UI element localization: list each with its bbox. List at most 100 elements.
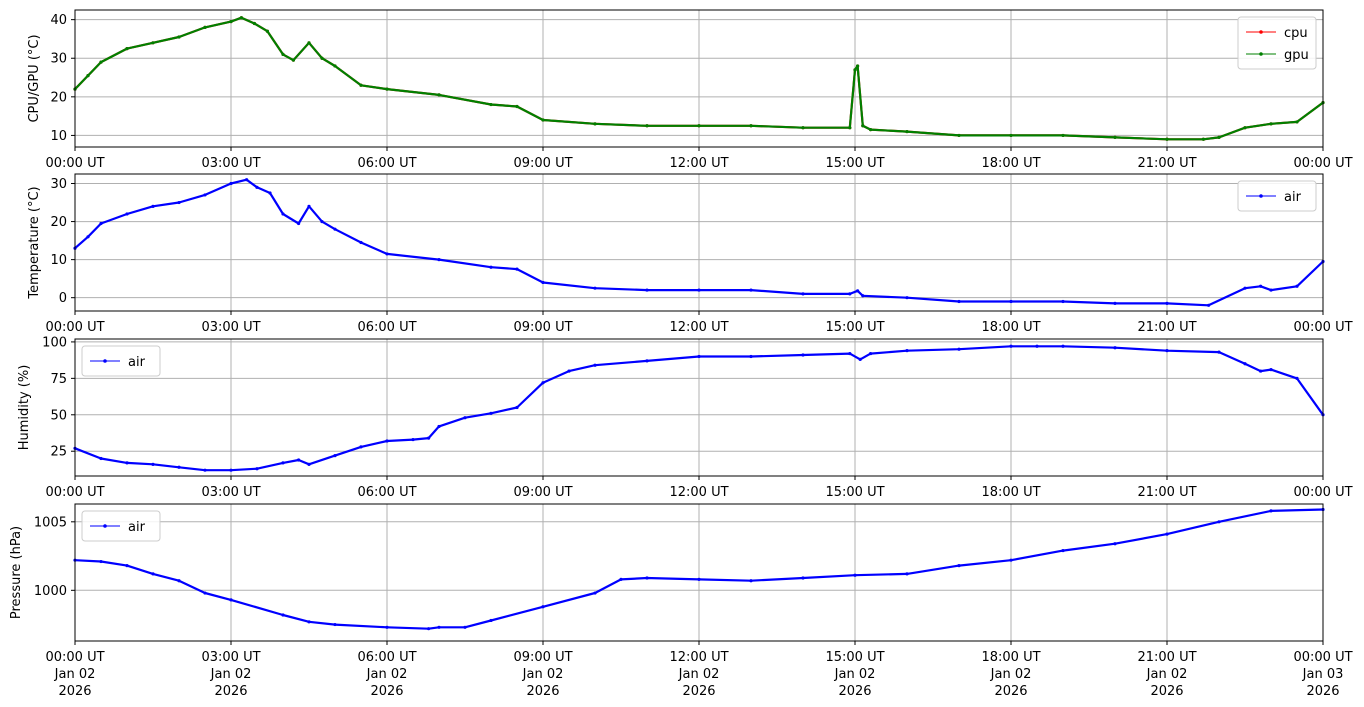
x-tick-label: 15:00 UT Jan 02 2026 <box>825 650 884 699</box>
data-point <box>1295 376 1299 380</box>
data-point <box>541 280 545 285</box>
y-tick-label: 30 <box>50 52 67 67</box>
data-point <box>1165 301 1169 305</box>
y-tick-label: 1005 <box>34 515 67 530</box>
chart-panel-1: 10 20 30 40 00:00 UT 03:00 UT 06:00 UT 09:00 UT… <box>27 9 1353 171</box>
x-tick-label: 12:00 UT <box>669 485 728 500</box>
data-point <box>1009 299 1013 304</box>
x-tick-label: 06:00 UT <box>357 485 416 500</box>
data-point <box>437 424 441 429</box>
data-point <box>255 185 259 189</box>
x-tick-label: 00:00 UT <box>1293 156 1352 171</box>
data-point <box>307 620 311 624</box>
data-point <box>307 204 311 208</box>
data-point <box>619 577 623 581</box>
x-tick-label: 06:00 UT <box>357 156 416 171</box>
data-point <box>437 625 441 629</box>
data-point <box>1061 548 1065 553</box>
data-point <box>749 354 753 359</box>
legend-marker <box>1259 194 1263 198</box>
data-point <box>957 133 961 138</box>
y-tick-label: 30 <box>50 177 67 192</box>
data-point <box>749 288 753 292</box>
data-point <box>801 292 805 296</box>
data-point <box>203 25 207 29</box>
data-point <box>333 622 337 627</box>
data-point <box>437 93 441 97</box>
data-point <box>593 591 597 595</box>
data-point <box>957 564 961 568</box>
data-point <box>489 618 493 623</box>
data-point <box>125 46 129 51</box>
data-point <box>320 56 324 60</box>
x-tick-label: 15:00 UT <box>825 485 884 500</box>
data-point <box>239 16 243 20</box>
data-point <box>245 178 249 182</box>
data-point <box>1269 509 1273 513</box>
data-point <box>1009 344 1013 348</box>
data-point <box>203 468 207 472</box>
data-point <box>645 288 649 292</box>
legend: air <box>1237 180 1317 212</box>
data-point <box>645 359 649 363</box>
y-tick-label: 20 <box>50 90 67 105</box>
data-point <box>749 579 753 583</box>
data-point <box>99 60 103 64</box>
data-point <box>593 122 597 126</box>
data-point <box>359 445 363 449</box>
series-line-air <box>74 178 1324 307</box>
data-point <box>593 363 597 367</box>
data-point <box>697 124 701 128</box>
data-point <box>848 126 852 130</box>
data-point <box>229 598 233 602</box>
data-point <box>1243 286 1247 290</box>
data-point <box>291 58 295 62</box>
y-axis-label: Temperature (°C) <box>27 186 42 299</box>
data-point <box>463 416 467 420</box>
data-point <box>1295 284 1299 288</box>
data-point <box>385 87 389 91</box>
data-point <box>515 267 519 271</box>
data-point <box>307 462 311 466</box>
x-tick-label: 12:00 UT <box>669 320 728 335</box>
data-point <box>268 191 272 195</box>
x-tick-label: 00:00 UT <box>1293 485 1352 500</box>
data-point <box>801 576 805 580</box>
data-point <box>1295 120 1299 124</box>
data-point <box>320 219 324 224</box>
data-point <box>856 289 860 293</box>
chart-panel-2: 0 10 20 30 00:00 UT 03:00 UT 06:00 UT 09:00 UT 1… <box>27 173 1353 335</box>
data-point <box>697 354 701 359</box>
data-point <box>1113 346 1117 350</box>
data-point <box>229 19 233 24</box>
y-tick-label: 25 <box>50 445 67 460</box>
y-tick-label: 10 <box>50 129 67 144</box>
data-point <box>307 41 311 45</box>
data-point <box>957 299 961 304</box>
y-axis-label: CPU/GPU (°C) <box>27 34 42 122</box>
x-tick-label: 18:00 UT <box>981 320 1040 335</box>
data-point <box>489 102 493 107</box>
series-line-air <box>74 508 1324 630</box>
x-tick-label: 21:00 UT <box>1137 156 1196 171</box>
data-point <box>853 68 857 72</box>
y-tick-label: 40 <box>50 13 67 28</box>
data-point <box>297 221 301 226</box>
y-axis-label: Pressure (hPa) <box>9 526 24 619</box>
data-point <box>229 181 233 186</box>
data-point <box>1269 368 1273 372</box>
legend-label: air <box>1284 190 1302 205</box>
legend-box <box>81 345 161 377</box>
data-point <box>125 564 129 568</box>
data-point <box>177 200 181 205</box>
data-point <box>1201 137 1205 141</box>
data-point <box>515 405 519 410</box>
y-tick-label: 50 <box>50 408 67 423</box>
x-tick-label: 18:00 UT <box>981 485 1040 500</box>
series-line-gpu <box>74 16 1324 141</box>
x-tick-label: 21:00 UT Jan 02 2026 <box>1137 650 1196 699</box>
data-point <box>697 288 701 292</box>
x-tick-label: 21:00 UT <box>1137 485 1196 500</box>
data-point <box>99 221 103 226</box>
data-point <box>567 369 571 373</box>
